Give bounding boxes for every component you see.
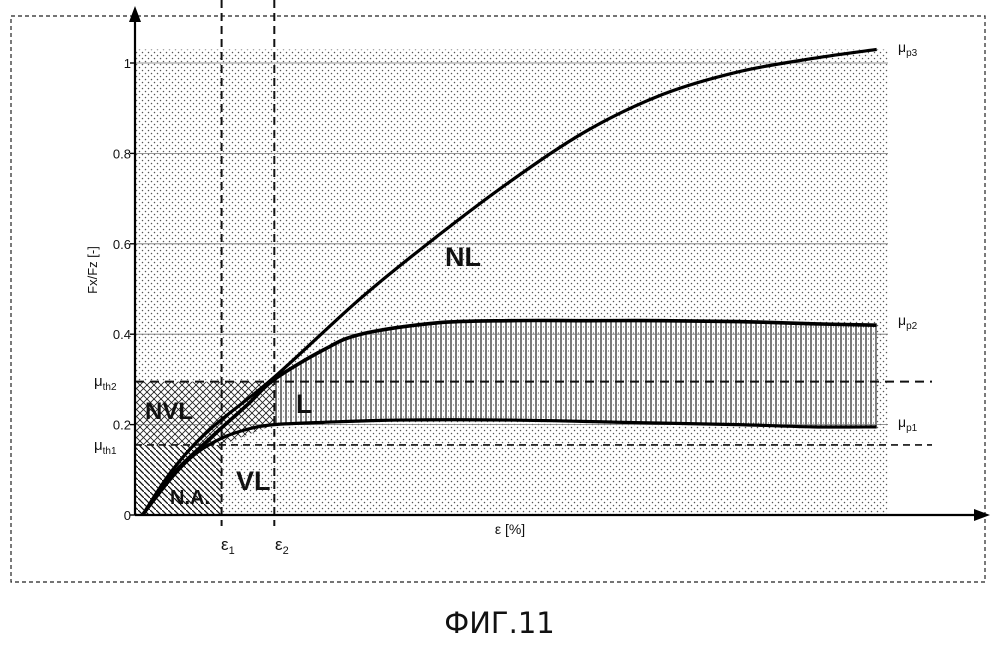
mu-th1-label: μth1: [94, 437, 117, 457]
y-tick-label: 0: [124, 508, 131, 523]
eps1-label: ε1: [221, 535, 235, 557]
eps2-label: ε2: [275, 535, 289, 557]
region-label-nvl: NVL: [145, 398, 193, 425]
y-tick-label: 0.8: [113, 146, 131, 161]
region-vl: [222, 445, 888, 515]
y-tick-label: 0.6: [113, 237, 131, 252]
mu-th2-label: μth2: [94, 373, 117, 393]
y-tick-label: 1: [124, 56, 131, 71]
series-label-mu-p1: μp1: [898, 414, 918, 434]
y-tick-label: 0.4: [113, 327, 131, 342]
y-axis-label: Fx/Fz [-]: [85, 246, 100, 294]
figure-caption: ФИГ.11: [0, 606, 999, 640]
region-label-nl: NL: [445, 242, 481, 272]
series-label-mu-p2: μp2: [898, 312, 918, 332]
region-label-vl: VL: [236, 466, 271, 496]
region-l: [274, 321, 876, 427]
region-label-l: L: [296, 389, 313, 419]
region-label-na: N.A.: [170, 487, 210, 509]
y-tick-label: 0.2: [113, 418, 131, 433]
x-axis-label: ε [%]: [495, 521, 525, 537]
x-axis-arrow-icon: [974, 509, 990, 521]
y-axis-arrow-icon: [129, 6, 141, 22]
series-label-mu-p3: μp3: [898, 39, 918, 59]
